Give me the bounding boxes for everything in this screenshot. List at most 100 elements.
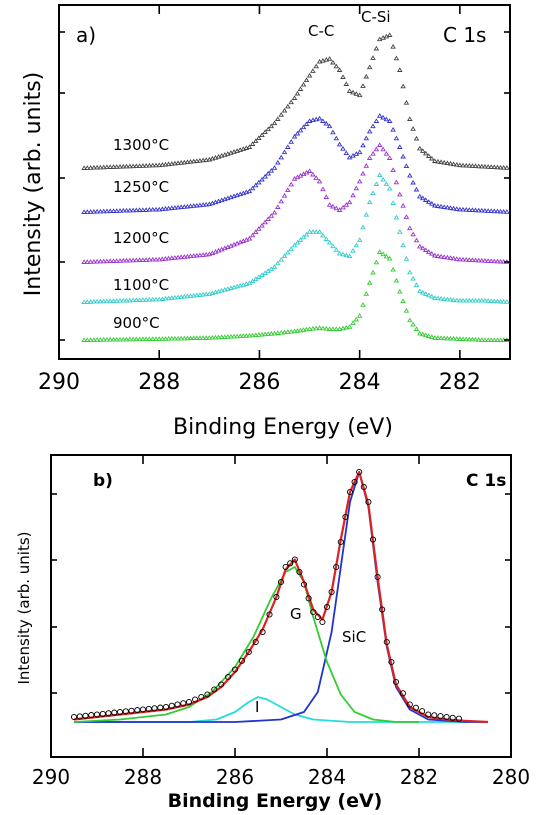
data-point [187,159,194,164]
data-point [117,336,123,342]
data-point [447,296,454,302]
data-point [449,714,456,721]
data-point [249,332,256,338]
data-point [444,254,451,260]
data-point [218,153,225,158]
data-point [426,333,432,338]
data-point [215,288,222,294]
data-point [97,164,104,170]
data-point [140,297,146,302]
data-point [360,170,366,176]
series-label-1100°C: 1100°C [113,276,169,294]
data-point [435,335,441,340]
data-point [209,290,216,296]
data-point [342,513,349,521]
data-point [117,208,123,213]
data-point [84,209,91,214]
data-point [249,185,256,191]
data-point [497,164,504,170]
data-point [429,201,435,206]
data-point [288,99,294,105]
data-point [281,329,288,335]
data-point [120,207,127,213]
data-point [420,245,426,251]
data-point [252,182,259,188]
data-point [204,691,211,698]
data-point [346,253,353,259]
data-point [259,222,265,228]
data-point [275,260,281,266]
data-point [438,159,444,165]
data-point [400,298,406,304]
data-point [420,331,426,337]
data-point [491,258,498,264]
data-point [460,256,466,262]
data-point [497,337,504,342]
data-point [127,257,133,263]
series-G-line [73,566,419,723]
data-point [300,234,307,240]
data-point [479,337,485,342]
panel-b-x-tick-label: 286 [216,765,254,789]
data-point [475,163,482,169]
data-point [145,705,152,712]
data-point [275,204,281,209]
data-point [466,336,473,342]
data-point [393,277,400,283]
data-point [265,126,271,132]
data-point [380,251,386,257]
data-point [252,229,259,235]
data-point [504,209,510,214]
data-point [363,291,370,296]
data-point [336,67,343,72]
data-point [181,159,188,165]
data-point [343,150,350,156]
data-point [181,254,188,259]
data-point [310,608,317,616]
data-point [444,160,451,166]
series-SiC-line [74,471,488,723]
data-point [432,252,438,258]
data-point [438,203,444,209]
data-point [423,247,429,252]
data-point [413,186,420,192]
data-point [140,163,146,168]
data-point [466,207,473,212]
data-point [127,297,133,303]
data-point [444,335,451,341]
data-point [91,337,97,342]
data-point [485,258,491,263]
data-point [256,179,262,185]
data-point [303,231,310,237]
data-point [130,336,136,342]
data-point [156,256,162,262]
data-point [113,336,120,342]
data-point [300,124,307,130]
data-point [469,297,476,303]
data-point [287,560,294,567]
data-point [187,293,194,298]
data-point [313,325,319,331]
data-point [350,89,356,95]
data-point [100,337,107,342]
data-point [240,333,247,338]
data-point [97,258,104,264]
data-point [291,556,298,563]
data-point [482,163,488,169]
data-point [319,618,326,626]
data-point [123,207,130,213]
data-point [123,336,130,342]
data-point [271,209,278,215]
data-point [184,293,191,299]
data-point [211,686,218,693]
data-point [212,334,219,340]
data-point [363,163,370,168]
data-point [431,712,438,719]
data-point [376,142,383,147]
data-point [288,246,294,251]
data-point [246,332,253,338]
data-point [454,336,460,341]
data-point [450,335,457,341]
data-point [488,337,494,342]
